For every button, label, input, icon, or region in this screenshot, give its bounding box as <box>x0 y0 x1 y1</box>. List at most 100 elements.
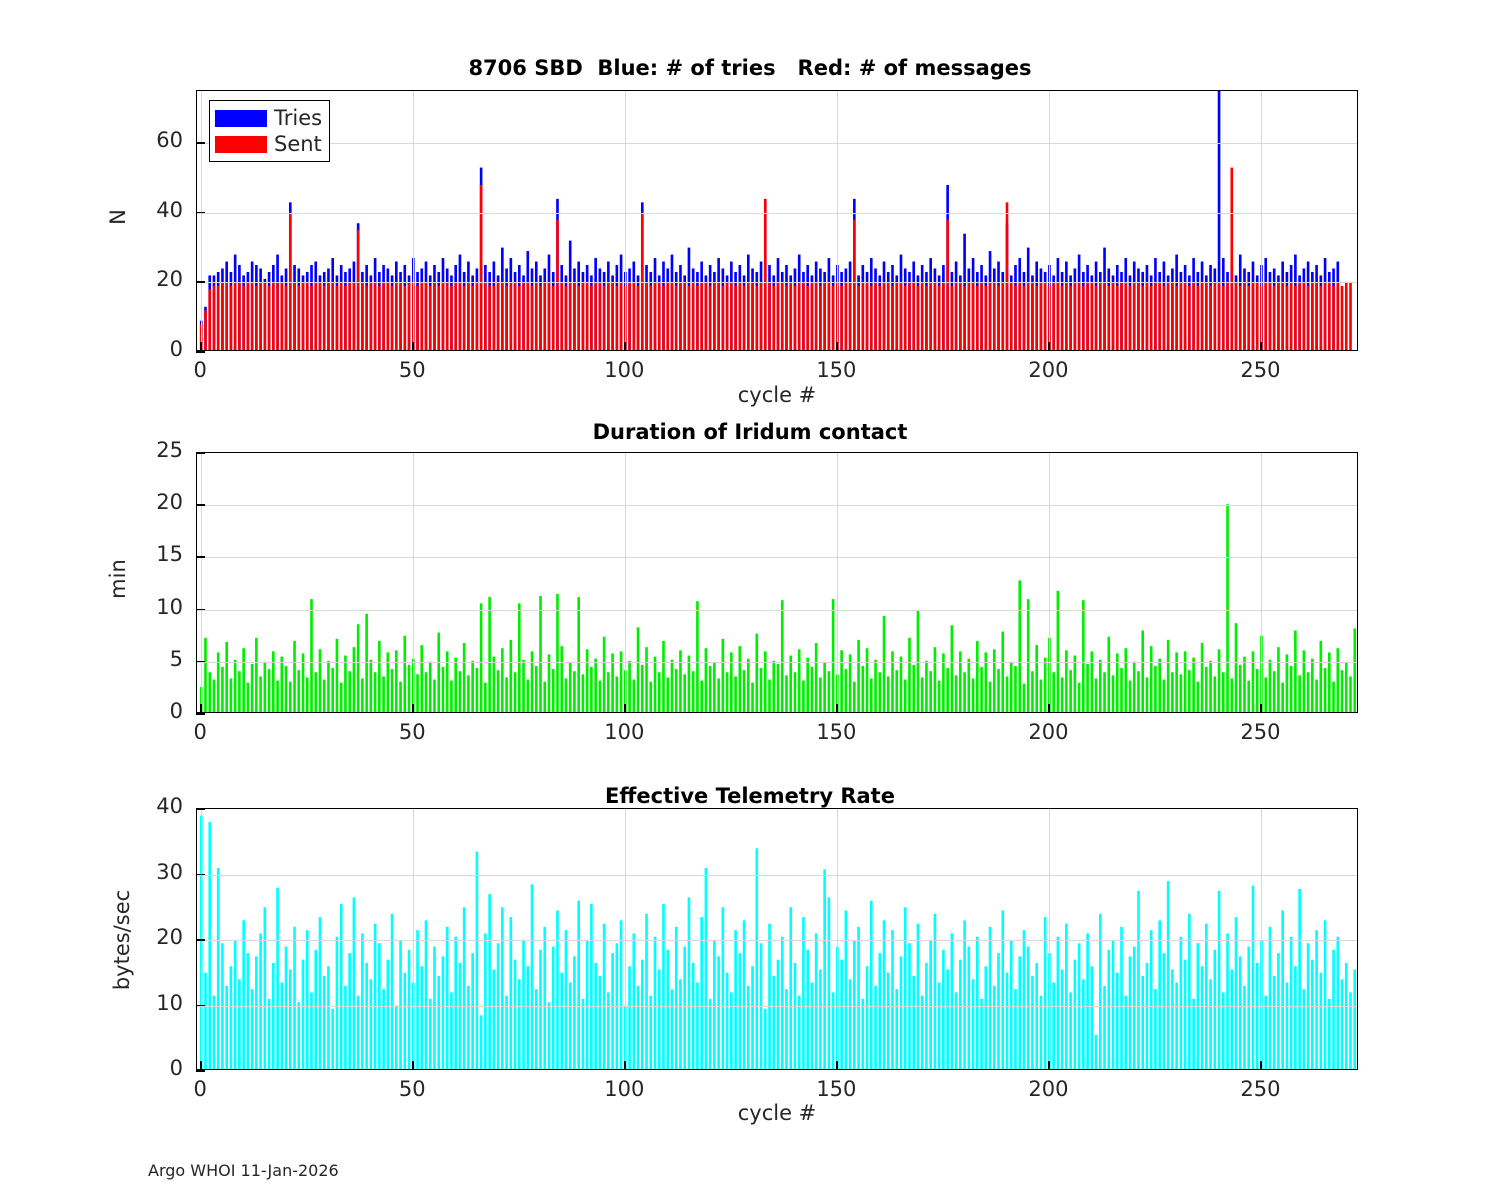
bar-sent <box>1031 282 1034 350</box>
bar-sent <box>1328 282 1331 350</box>
bar-value <box>484 682 487 712</box>
bar-value <box>967 658 971 712</box>
bar-sent <box>310 285 313 350</box>
panel1-xlabel: cycle # <box>737 383 817 407</box>
bar-value <box>1069 670 1072 712</box>
bar-value <box>903 907 907 1069</box>
bar-sent <box>1251 282 1255 350</box>
bar-value <box>450 992 453 1069</box>
bar-value <box>1073 655 1077 712</box>
bar-value <box>797 649 801 712</box>
y-tick-label: 40 <box>156 197 183 222</box>
bar-sent <box>458 282 462 350</box>
bar-value <box>751 966 754 1069</box>
bar-value <box>547 654 551 712</box>
bar-value <box>942 949 945 1069</box>
bar-value <box>581 998 585 1069</box>
gridline-horizontal <box>197 662 1357 663</box>
bar-value <box>1285 654 1289 712</box>
bar-value <box>967 946 971 1069</box>
bar-value <box>1086 933 1089 1069</box>
bar-value <box>1349 992 1352 1069</box>
bar-value <box>484 933 487 1069</box>
bar-value <box>776 959 780 1069</box>
bar-value <box>1243 985 1246 1069</box>
bar-value <box>1328 998 1331 1069</box>
bar-value <box>467 985 470 1069</box>
bar-sent <box>1183 282 1187 350</box>
gridline-vertical <box>1049 91 1050 350</box>
panel2-title: Duration of Iridum contact <box>592 420 908 444</box>
bar-value <box>959 651 962 712</box>
gridline-vertical <box>625 453 626 712</box>
bar-value <box>212 995 216 1069</box>
bar-sent <box>1014 285 1017 350</box>
bar-value <box>1009 940 1013 1069</box>
bar-value <box>763 651 767 712</box>
bar-sent <box>1077 282 1081 350</box>
bar-sent <box>946 219 949 350</box>
bar-value <box>573 956 576 1069</box>
bar-value <box>433 679 436 712</box>
bar-value <box>1209 979 1212 1069</box>
bar-value <box>1188 670 1191 712</box>
bar-sent <box>1281 282 1284 350</box>
bar-sent <box>696 285 699 350</box>
bar-sent <box>386 282 390 350</box>
y-tick-mark <box>196 211 205 214</box>
y-tick-label: 10 <box>156 990 183 1015</box>
x-tick-label: 200 <box>1028 720 1069 744</box>
bar-value <box>534 665 538 712</box>
bar-value <box>717 956 720 1069</box>
bar-value <box>293 640 296 712</box>
bar-value <box>1213 949 1217 1069</box>
bar-value <box>691 962 695 1069</box>
bar-value <box>1149 646 1153 712</box>
bar-value <box>602 923 606 1069</box>
gridline-horizontal <box>197 557 1357 558</box>
bar-value <box>763 1008 767 1069</box>
bar-value <box>666 677 670 712</box>
bar-value <box>670 659 674 712</box>
bar-value <box>1226 933 1229 1069</box>
bar-sent <box>615 285 619 350</box>
gridline-vertical <box>413 809 414 1069</box>
bar-value <box>662 903 665 1069</box>
bar-value <box>280 656 284 712</box>
y-tick-label: 0 <box>169 337 183 361</box>
y-tick-label: 5 <box>169 646 183 671</box>
bar-sent <box>1306 285 1310 350</box>
bar-value <box>509 917 513 1069</box>
bar-sent <box>929 282 932 350</box>
bar-value <box>780 936 784 1069</box>
x-tick-mark <box>200 704 202 713</box>
y-tick-label: 40 <box>156 794 183 818</box>
bar-value <box>933 913 937 1069</box>
bar-value <box>840 959 843 1069</box>
bar-value <box>407 664 411 712</box>
bar-value <box>517 979 521 1069</box>
bar-sent <box>1188 285 1191 350</box>
bar-sent <box>1298 282 1301 350</box>
bar-sent <box>1196 285 1200 350</box>
bar-sent <box>517 285 521 350</box>
bar-value <box>912 664 916 712</box>
bar-value <box>1183 959 1187 1069</box>
bar-value <box>721 638 725 712</box>
bar-sent <box>823 282 826 350</box>
bar-sent <box>301 282 305 350</box>
bar-sent <box>653 282 657 350</box>
bar-value <box>416 674 419 712</box>
gridline-vertical <box>837 453 838 712</box>
bar-value <box>687 655 691 712</box>
bar-value <box>802 917 805 1069</box>
bar-value <box>407 949 411 1069</box>
bar-value <box>386 959 390 1069</box>
bar-value <box>204 972 207 1069</box>
bar-value <box>984 652 988 712</box>
bar-value <box>640 664 644 712</box>
bar-sent <box>645 282 648 350</box>
gridline-horizontal <box>197 143 1357 144</box>
bar-value <box>471 660 474 712</box>
bar-value <box>747 658 750 712</box>
